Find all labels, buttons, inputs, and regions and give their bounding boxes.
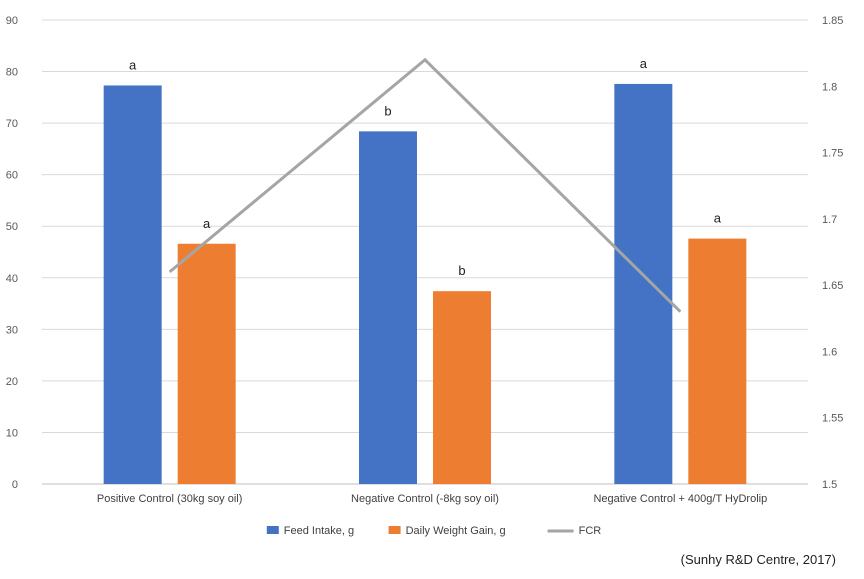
legend-swatch bbox=[266, 526, 279, 534]
bar-data-label: a bbox=[129, 57, 137, 72]
source-note: (Sunhy R&D Centre, 2017) bbox=[680, 552, 836, 567]
bar-data-label: a bbox=[203, 216, 211, 231]
bar-data-label: b bbox=[458, 263, 465, 278]
legend-label: FCR bbox=[579, 525, 602, 537]
left-tick-label: 80 bbox=[6, 67, 18, 79]
left-tick-label: 60 bbox=[6, 170, 18, 182]
legend-label: Daily Weight Gain, g bbox=[406, 525, 506, 537]
significance-labels: a a b b a a bbox=[129, 56, 722, 278]
right-tick-label: 1.6 bbox=[822, 346, 837, 358]
legend: Feed Intake, g Daily Weight Gain, g FCR bbox=[266, 525, 602, 537]
right-tick-label: 1.65 bbox=[822, 280, 843, 292]
right-tick-label: 1.55 bbox=[822, 413, 843, 425]
bar bbox=[177, 243, 236, 484]
right-tick-label: 1.7 bbox=[822, 214, 837, 226]
gridlines bbox=[42, 19, 808, 485]
legend-label: Feed Intake, g bbox=[284, 525, 354, 537]
left-tick-label: 0 bbox=[12, 479, 18, 491]
right-tick-label: 1.8 bbox=[822, 81, 837, 93]
right-tick-label: 1.85 bbox=[822, 15, 843, 27]
category-label: Negative Control + 400g/T HyDrolip bbox=[593, 493, 767, 505]
fcr-series-line bbox=[168, 57, 682, 313]
right-tick-label: 1.75 bbox=[822, 148, 843, 160]
left-axis-ticks: 0 10 20 30 40 50 60 70 80 90 bbox=[6, 15, 18, 491]
legend-swatch bbox=[388, 526, 401, 534]
right-tick-label: 1.5 bbox=[822, 479, 837, 491]
bar-data-label: a bbox=[640, 56, 648, 71]
left-tick-label: 50 bbox=[6, 221, 18, 233]
category-labels: Positive Control (30kg soy oil) Negative … bbox=[97, 493, 767, 505]
bars bbox=[103, 83, 747, 485]
left-tick-label: 40 bbox=[6, 273, 18, 285]
right-axis-ticks: 1.5 1.55 1.6 1.65 1.7 1.75 1.8 1.85 bbox=[822, 15, 843, 491]
category-label: Negative Control (-8kg soy oil) bbox=[351, 493, 499, 505]
bar-data-label: a bbox=[714, 211, 722, 226]
bar bbox=[433, 291, 491, 484]
left-tick-label: 70 bbox=[6, 118, 18, 130]
bar-data-label: b bbox=[384, 103, 391, 118]
category-label: Positive Control (30kg soy oil) bbox=[97, 493, 243, 505]
bar bbox=[614, 83, 673, 484]
left-tick-label: 30 bbox=[6, 324, 18, 336]
left-tick-label: 90 bbox=[6, 15, 18, 27]
fcr-line bbox=[168, 57, 682, 313]
left-tick-label: 10 bbox=[6, 427, 18, 439]
left-tick-label: 20 bbox=[6, 376, 18, 388]
bar bbox=[688, 238, 747, 484]
bar bbox=[359, 131, 417, 485]
bar bbox=[103, 85, 162, 484]
